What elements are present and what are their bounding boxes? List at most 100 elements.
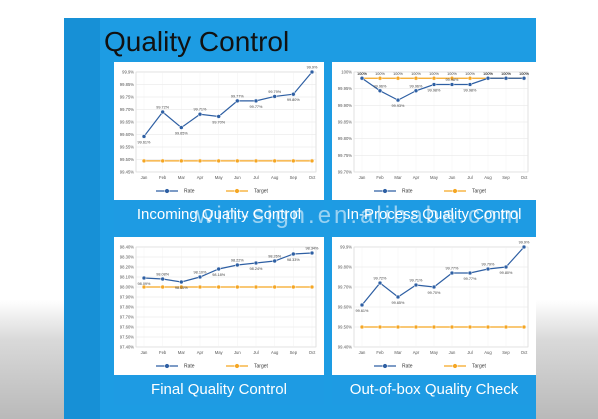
legend-swatch-marker (164, 363, 170, 369)
y-tick-label: 99.65% (120, 120, 134, 125)
x-tick-label: Oct (521, 175, 528, 180)
legend-label: Target (472, 189, 487, 195)
legend-swatch-marker (234, 188, 240, 194)
x-tick-label: Aug (271, 175, 279, 180)
data-label: 99.65% (175, 132, 189, 136)
data-label: 98.22% (231, 259, 245, 263)
chart-in-process: 100% 99.95% 99.90% 99.85% 99.80% 99.75% 99.70%… (338, 70, 530, 195)
data-point-target (235, 158, 240, 164)
data-point-target (503, 324, 509, 330)
data-point-target (253, 158, 259, 164)
data-point-rate (141, 275, 147, 281)
x-tick-label: Sep (502, 175, 510, 180)
y-tick-label: 99.70% (338, 285, 352, 290)
blue-frame-left-bar (64, 18, 100, 419)
data-point-rate (521, 76, 527, 81)
data-point-target (179, 284, 184, 290)
x-tick-label: Sep (290, 175, 298, 180)
data-point-rate (431, 82, 437, 87)
data-point-rate (197, 111, 203, 117)
data-point-target (141, 158, 147, 164)
x-tick-label: Apr (197, 175, 204, 180)
legend-swatch-marker (382, 363, 388, 369)
page-title: Quality Control (104, 26, 290, 57)
data-label: 100% (447, 72, 457, 76)
y-tick-label: 98.30% (120, 255, 134, 260)
data-point-rate (485, 266, 491, 272)
data-label: 100% (393, 72, 403, 76)
data-label: 100% (357, 72, 367, 76)
legend-label: Target (254, 364, 269, 370)
data-point-rate (449, 82, 455, 87)
y-tick-label: 97.60% (120, 325, 134, 330)
data-point-rate (449, 270, 455, 276)
data-label: 99.77% (250, 105, 264, 109)
x-tick-label: Jun (234, 350, 241, 355)
data-point-rate (216, 266, 221, 272)
data-point-target (235, 284, 240, 290)
x-tick-label: Aug (484, 350, 492, 355)
data-point-rate (467, 82, 473, 87)
data-point-target (413, 76, 419, 81)
data-point-rate (503, 76, 509, 81)
x-tick-label: Oct (309, 175, 316, 180)
data-label: 99.65% (392, 301, 406, 305)
data-point-target (467, 324, 473, 330)
data-point-rate (291, 91, 296, 97)
series-line-rate (143, 71, 313, 137)
data-label: 98.33% (287, 258, 301, 262)
data-point-target (197, 284, 203, 290)
data-label: 100% (375, 72, 385, 76)
y-tick-label: 98.40% (120, 245, 134, 250)
y-tick-label: 97.50% (120, 335, 134, 340)
data-label: 100% (519, 72, 529, 76)
x-tick-label: May (215, 175, 224, 180)
data-label: 99.71% (194, 108, 208, 112)
data-label: 99.61% (138, 140, 152, 144)
y-tick-label: 99.50% (120, 157, 134, 162)
data-point-target (291, 158, 296, 164)
x-tick-label: Feb (376, 175, 384, 180)
data-point-rate (395, 97, 401, 103)
data-point-rate (141, 134, 147, 139)
legend-swatch-marker (164, 188, 170, 194)
y-tick-label: 99.70% (120, 107, 134, 112)
data-label: 99.70% (428, 291, 442, 295)
legend-label: Rate (402, 189, 413, 195)
data-label: 99.98% (464, 89, 478, 93)
watermark-text: win-sign.en.alibaba.com (196, 202, 523, 229)
data-point-target (449, 324, 455, 330)
data-point-target (485, 324, 491, 330)
data-label: 98.10% (194, 271, 208, 275)
x-tick-label: Feb (376, 350, 384, 355)
data-label: 99.79% (268, 90, 282, 94)
chart-panel-final: 98.40% 98.30% 98.20% 98.10% 98.00% 97.90% 97.8… (114, 237, 324, 405)
x-tick-label: Jan (359, 350, 366, 355)
chart-panel-in-process: 100% 99.95% 99.90% 99.85% 99.80% 99.75% 99.70%… (332, 62, 536, 230)
y-tick-label: 99.90% (338, 103, 352, 108)
data-point-rate (377, 280, 383, 286)
x-tick-label: Apr (413, 350, 420, 355)
y-tick-label: 97.40% (120, 345, 134, 350)
data-point-target (395, 76, 401, 81)
data-point-target (359, 324, 365, 330)
legend-swatch-marker (382, 188, 388, 194)
data-point-rate (467, 270, 473, 276)
y-tick-label: 99.9% (340, 245, 352, 250)
x-tick-label: Jan (141, 350, 148, 355)
data-label: 99.96% (374, 84, 388, 88)
data-point-target (291, 284, 296, 290)
data-point-rate (160, 109, 165, 115)
y-tick-label: 99.55% (120, 145, 134, 150)
data-point-rate (235, 98, 240, 104)
data-label: 100% (501, 72, 511, 76)
data-label: 100% (357, 72, 367, 76)
y-tick-label: 99.9% (122, 70, 134, 75)
data-point-rate (521, 244, 527, 250)
data-point-rate (431, 284, 437, 290)
data-point-rate (197, 274, 203, 280)
data-point-rate (395, 294, 401, 300)
y-tick-label: 98.00% (120, 285, 134, 290)
chart-panel-out-of-box: 99.9% 99.80% 99.70% 99.60% 99.50% 99.40% Jan Fe… (332, 237, 536, 405)
data-label: 99.98% (446, 78, 460, 82)
